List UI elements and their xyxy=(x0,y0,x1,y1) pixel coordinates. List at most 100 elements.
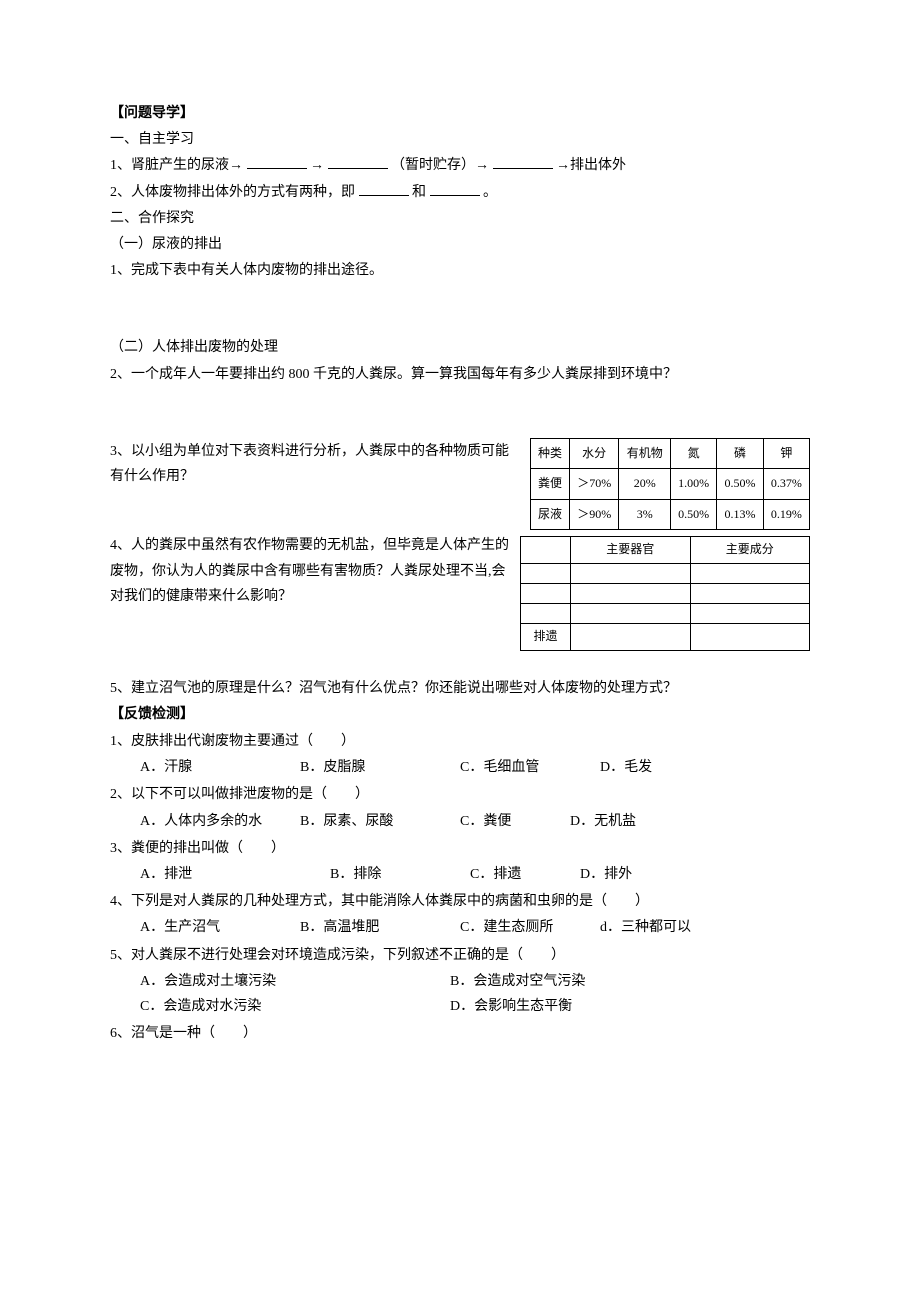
table-header: 水分 xyxy=(569,438,618,469)
table-header: 种类 xyxy=(531,438,570,469)
table-header: 磷 xyxy=(717,438,763,469)
options-q3: A．排泄 B．排除 C．排遗 D．排外 xyxy=(110,862,810,887)
text: 1、肾脏产生的尿液→ xyxy=(110,158,243,173)
table-cell[interactable] xyxy=(521,564,571,584)
table-cell: 1.00% xyxy=(671,469,717,500)
option-d[interactable]: D．毛发 xyxy=(600,755,720,780)
composition-table: 种类 水分 有机物 氮 磷 钾 粪便 ＞70% 20% 1.00% 0.50% … xyxy=(530,438,810,531)
options-q2: A．人体内多余的水 B．尿素、尿酸 C．粪便 D．无机盐 xyxy=(110,809,810,834)
table-row xyxy=(521,584,810,604)
blank-input[interactable] xyxy=(493,155,553,169)
question-3: 3、以小组为单位对下表资料进行分析，人粪尿中的各种物质可能有什么作用？ xyxy=(110,439,520,489)
blank-input[interactable] xyxy=(359,182,409,196)
option-a[interactable]: A．排泄 xyxy=(140,862,330,887)
table-cell: 0.19% xyxy=(763,499,809,530)
feedback-q3: 3、粪便的排出叫做（ ） xyxy=(110,836,810,861)
table-row: 排遗 xyxy=(521,624,810,651)
section-problem-guide: 【问题导学】 xyxy=(110,101,810,126)
subheading-1: （一）尿液的排出 xyxy=(110,232,810,257)
table-cell: 0.13% xyxy=(717,499,763,530)
option-b[interactable]: B．皮脂腺 xyxy=(300,755,460,780)
table-cell[interactable] xyxy=(690,624,810,651)
table-header: 钾 xyxy=(763,438,809,469)
option-c[interactable]: C．排遗 xyxy=(470,862,580,887)
table-cell: 0.50% xyxy=(671,499,717,530)
table-cell[interactable] xyxy=(690,564,810,584)
question-2: 2、一个成年人一年要排出约 800 千克的人粪尿。算一算我国每年有多少人粪尿排到… xyxy=(110,362,810,387)
option-d[interactable]: D．排外 xyxy=(580,862,700,887)
option-a[interactable]: A．会造成对土壤污染 xyxy=(140,969,450,994)
feedback-q5: 5、对人粪尿不进行处理会对环境造成污染，下列叙述不正确的是（ ） xyxy=(110,943,810,968)
study-line-2: 2、人体废物排出体外的方式有两种，即 和 。 xyxy=(110,180,810,205)
spacer xyxy=(110,651,810,675)
text: 。 xyxy=(483,185,497,200)
blank-input[interactable] xyxy=(328,155,388,169)
table-cell: 0.37% xyxy=(763,469,809,500)
blank-input[interactable] xyxy=(247,155,307,169)
table-header: 主要成分 xyxy=(690,537,810,564)
table-header xyxy=(521,537,571,564)
table-row: 粪便 ＞70% 20% 1.00% 0.50% 0.37% xyxy=(531,469,810,500)
text: → xyxy=(310,158,324,173)
option-c[interactable]: C．建生态厕所 xyxy=(460,915,600,940)
option-b[interactable]: B．尿素、尿酸 xyxy=(300,809,460,834)
feedback-q2: 2、以下不可以叫做排泄废物的是（ ） xyxy=(110,782,810,807)
spacer xyxy=(110,284,810,334)
options-q5-row2: C．会造成对水污染 D．会影响生态平衡 xyxy=(110,994,810,1019)
subheading-2: （二）人体排出废物的处理 xyxy=(110,335,810,360)
table-cell: 尿液 xyxy=(531,499,570,530)
text: （暂时贮存）→ xyxy=(391,158,489,173)
table-header: 主要器官 xyxy=(571,537,691,564)
spacer xyxy=(110,388,810,438)
option-c[interactable]: C．粪便 xyxy=(460,809,570,834)
heading-self-study: 一、自主学习 xyxy=(110,127,810,152)
table-cell[interactable] xyxy=(571,604,691,624)
section-feedback: 【反馈检测】 xyxy=(110,702,810,727)
table-row xyxy=(521,564,810,584)
organ-table: 主要器官 主要成分 排遗 xyxy=(520,536,810,650)
table-header-row: 种类 水分 有机物 氮 磷 钾 xyxy=(531,438,810,469)
table-cell[interactable] xyxy=(690,604,810,624)
sub1-item: 1、完成下表中有关人体内废物的排出途径。 xyxy=(110,258,810,283)
table-cell[interactable] xyxy=(571,564,691,584)
study-line-1: 1、肾脏产生的尿液→ → （暂时贮存）→ →排出体外 xyxy=(110,153,810,178)
table-cell: 3% xyxy=(619,499,671,530)
feedback-q4: 4、下列是对人粪尿的几种处理方式，其中能消除人体粪尿中的病菌和虫卵的是（ ） xyxy=(110,889,810,914)
option-a[interactable]: A．汗腺 xyxy=(140,755,300,780)
table-cell[interactable] xyxy=(521,584,571,604)
heading-cooperative: 二、合作探究 xyxy=(110,206,810,231)
option-b[interactable]: B．高温堆肥 xyxy=(300,915,460,940)
option-a[interactable]: A．生产沼气 xyxy=(140,915,300,940)
table-cell[interactable] xyxy=(521,604,571,624)
options-q4: A．生产沼气 B．高温堆肥 C．建生态厕所 d．三种都可以 xyxy=(110,915,810,940)
question-5: 5、建立沼气池的原理是什么？沼气池有什么优点？你还能说出哪些对人体废物的处理方式… xyxy=(110,676,810,701)
option-b[interactable]: B．排除 xyxy=(330,862,470,887)
option-d[interactable]: d．三种都可以 xyxy=(600,915,720,940)
option-d[interactable]: D．会影响生态平衡 xyxy=(450,994,650,1019)
question-4: 4、人的粪尿中虽然有农作物需要的无机盐，但毕竟是人体产生的废物，你认为人的粪尿中… xyxy=(110,533,510,609)
option-c[interactable]: C．毛细血管 xyxy=(460,755,600,780)
table-row xyxy=(521,604,810,624)
option-a[interactable]: A．人体内多余的水 xyxy=(140,809,300,834)
table-cell: ＞90% xyxy=(569,499,618,530)
text: 和 xyxy=(412,185,426,200)
text: →排出体外 xyxy=(556,158,626,173)
table-cell[interactable] xyxy=(571,624,691,651)
option-d[interactable]: D．无机盐 xyxy=(570,809,690,834)
table-cell[interactable] xyxy=(690,584,810,604)
table-header-row: 主要器官 主要成分 xyxy=(521,537,810,564)
blank-input[interactable] xyxy=(430,182,480,196)
table-cell: 0.50% xyxy=(717,469,763,500)
option-c[interactable]: C．会造成对水污染 xyxy=(140,994,450,1019)
table-header: 有机物 xyxy=(619,438,671,469)
text: 2、人体废物排出体外的方式有两种，即 xyxy=(110,185,355,200)
table-cell: 排遗 xyxy=(521,624,571,651)
feedback-q6: 6、沼气是一种（ ） xyxy=(110,1021,810,1046)
table-cell: 粪便 xyxy=(531,469,570,500)
option-b[interactable]: B．会造成对空气污染 xyxy=(450,969,650,994)
table-cell[interactable] xyxy=(571,584,691,604)
options-q1: A．汗腺 B．皮脂腺 C．毛细血管 D．毛发 xyxy=(110,755,810,780)
feedback-q1: 1、皮肤排出代谢废物主要通过（ ） xyxy=(110,729,810,754)
table-cell: ＞70% xyxy=(569,469,618,500)
options-q5: A．会造成对土壤污染 B．会造成对空气污染 xyxy=(110,969,810,994)
